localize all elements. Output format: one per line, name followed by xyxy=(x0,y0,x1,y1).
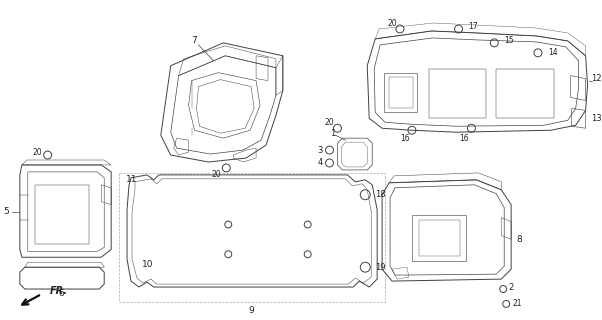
Text: 19: 19 xyxy=(375,263,386,272)
Text: 21: 21 xyxy=(512,300,522,308)
Text: 1: 1 xyxy=(330,129,335,138)
Text: FR.: FR. xyxy=(49,286,67,296)
Text: 9: 9 xyxy=(248,306,254,316)
Text: 8: 8 xyxy=(516,235,522,244)
Text: 20: 20 xyxy=(211,170,221,180)
Text: 17: 17 xyxy=(468,21,478,30)
Text: 18: 18 xyxy=(375,190,386,199)
Text: 6: 6 xyxy=(58,290,64,299)
Text: 4: 4 xyxy=(317,158,323,167)
Text: 15: 15 xyxy=(504,36,514,45)
Text: 3: 3 xyxy=(317,146,323,155)
Text: 20: 20 xyxy=(33,148,43,156)
Text: 13: 13 xyxy=(592,114,602,123)
Text: 7: 7 xyxy=(191,36,197,45)
Text: 20: 20 xyxy=(324,118,334,127)
Text: 14: 14 xyxy=(548,48,557,57)
Text: 2: 2 xyxy=(508,283,514,292)
Text: 16: 16 xyxy=(400,134,410,143)
Text: 16: 16 xyxy=(460,134,470,143)
Text: 10: 10 xyxy=(142,260,154,269)
Text: 20: 20 xyxy=(387,19,397,28)
Text: 5: 5 xyxy=(3,207,9,216)
Text: 11: 11 xyxy=(125,175,137,184)
Text: 12: 12 xyxy=(592,74,602,83)
